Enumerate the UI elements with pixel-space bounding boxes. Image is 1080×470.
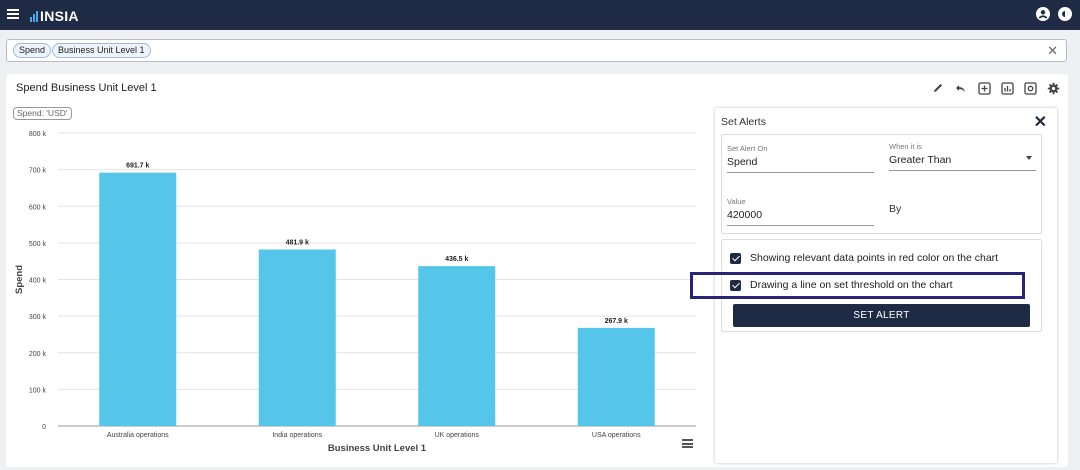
x-tick-label: UK operations (435, 432, 480, 439)
highlight-box (690, 272, 1025, 299)
y-tick-label: 100 k (29, 387, 47, 394)
data-label: 436.5 k (445, 256, 468, 263)
checkbox-threshold-line[interactable] (730, 279, 741, 291)
y-tick-label: 500 k (29, 241, 47, 248)
data-label: 691.7 k (126, 163, 149, 170)
alerts-title: Set Alerts (721, 116, 766, 128)
value-label: Value (727, 197, 746, 206)
set-alert-on-value: Spend (727, 156, 758, 168)
set-alert-on-field[interactable]: Set Alert On Spend (727, 144, 874, 173)
x-tick-label: USA operations (592, 432, 641, 439)
close-icon[interactable]: ✕ (1033, 114, 1047, 131)
data-label: 267.9 k (605, 318, 628, 325)
y-tick-label: 300 k (29, 314, 47, 321)
x-tick-label: Australia operations (107, 432, 169, 439)
data-label: 481.9 k (286, 240, 309, 247)
checkbox-red-points[interactable] (730, 252, 741, 264)
chart-type-icon[interactable] (1000, 81, 1014, 95)
chart-settings-icon[interactable] (1023, 81, 1037, 95)
account-icon[interactable] (1036, 7, 1050, 21)
theme-toggle-icon[interactable] (1058, 7, 1072, 21)
option-red-points-label: Showing relevant data points in red colo… (750, 252, 999, 264)
chart-menu-icon[interactable] (682, 439, 693, 448)
option-threshold-line[interactable]: Drawing a line on set threshold on the c… (730, 279, 953, 291)
y-tick-label: 700 k (29, 168, 47, 175)
card-title: Spend Business Unit Level 1 (16, 82, 157, 94)
logo-bars-icon (30, 10, 38, 22)
add-widget-icon[interactable] (977, 81, 991, 95)
card-toolbar (931, 81, 1060, 95)
bar (418, 266, 496, 426)
y-tick-label: 400 k (29, 278, 47, 285)
option-red-points[interactable]: Showing relevant data points in red colo… (730, 252, 998, 264)
bar (99, 172, 177, 426)
gear-icon[interactable] (1046, 81, 1060, 95)
set-alerts-panel: Set Alerts ✕ Set Alert On Spend When it … (715, 108, 1057, 463)
alert-fields-box: Set Alert On Spend When it is Greater Th… (721, 134, 1042, 234)
x-axis-title: Business Unit Level 1 (328, 443, 427, 454)
value-input[interactable]: 420000 (727, 209, 763, 221)
app-logo[interactable]: INSIA (30, 8, 79, 24)
by-label: By (889, 203, 902, 215)
y-tick-label: 0 (42, 424, 46, 431)
bar (258, 249, 336, 426)
y-tick-label: 600 k (29, 204, 47, 211)
value-field[interactable]: Value 420000 (727, 197, 874, 226)
y-tick-label: 800 k (29, 131, 47, 138)
option-threshold-line-label: Drawing a line on set threshold on the c… (750, 279, 953, 291)
chevron-down-icon (1026, 156, 1032, 160)
edit-icon[interactable] (931, 81, 945, 95)
filter-chip-business-unit[interactable]: Business Unit Level 1 (52, 43, 151, 58)
set-alert-on-label: Set Alert On (727, 144, 768, 153)
y-tick-label: 200 k (29, 351, 47, 358)
app-name: INSIA (40, 8, 79, 24)
set-alert-button[interactable]: SET ALERT (733, 304, 1030, 327)
close-icon[interactable]: ✕ (1047, 43, 1058, 58)
filter-chip-spend[interactable]: Spend (13, 43, 52, 58)
unit-badge: Spend: 'USD' (13, 107, 72, 120)
chart-card: Spend Business Unit Level 1 Spend: 'USD'… (6, 74, 1068, 467)
filter-bar[interactable]: Spend Business Unit Level 1 ✕ (6, 39, 1067, 62)
top-navbar: INSIA (0, 0, 1080, 30)
x-tick-label: India operations (272, 432, 322, 439)
menu-icon[interactable] (7, 9, 19, 19)
y-axis-title: Spend (14, 265, 25, 294)
bar-chart: 0 100 k 200 k 300 k 400 k 500 k 600 k 700 k 800 … (14, 131, 696, 454)
alert-options-box: Showing relevant data points in red colo… (721, 239, 1042, 332)
when-it-is-value: Greater Than (889, 154, 952, 166)
bar (577, 327, 655, 426)
when-it-is-label: When it is (889, 142, 922, 151)
when-it-is-select[interactable]: When it is Greater Than (889, 142, 1036, 171)
undo-icon[interactable] (954, 81, 968, 95)
